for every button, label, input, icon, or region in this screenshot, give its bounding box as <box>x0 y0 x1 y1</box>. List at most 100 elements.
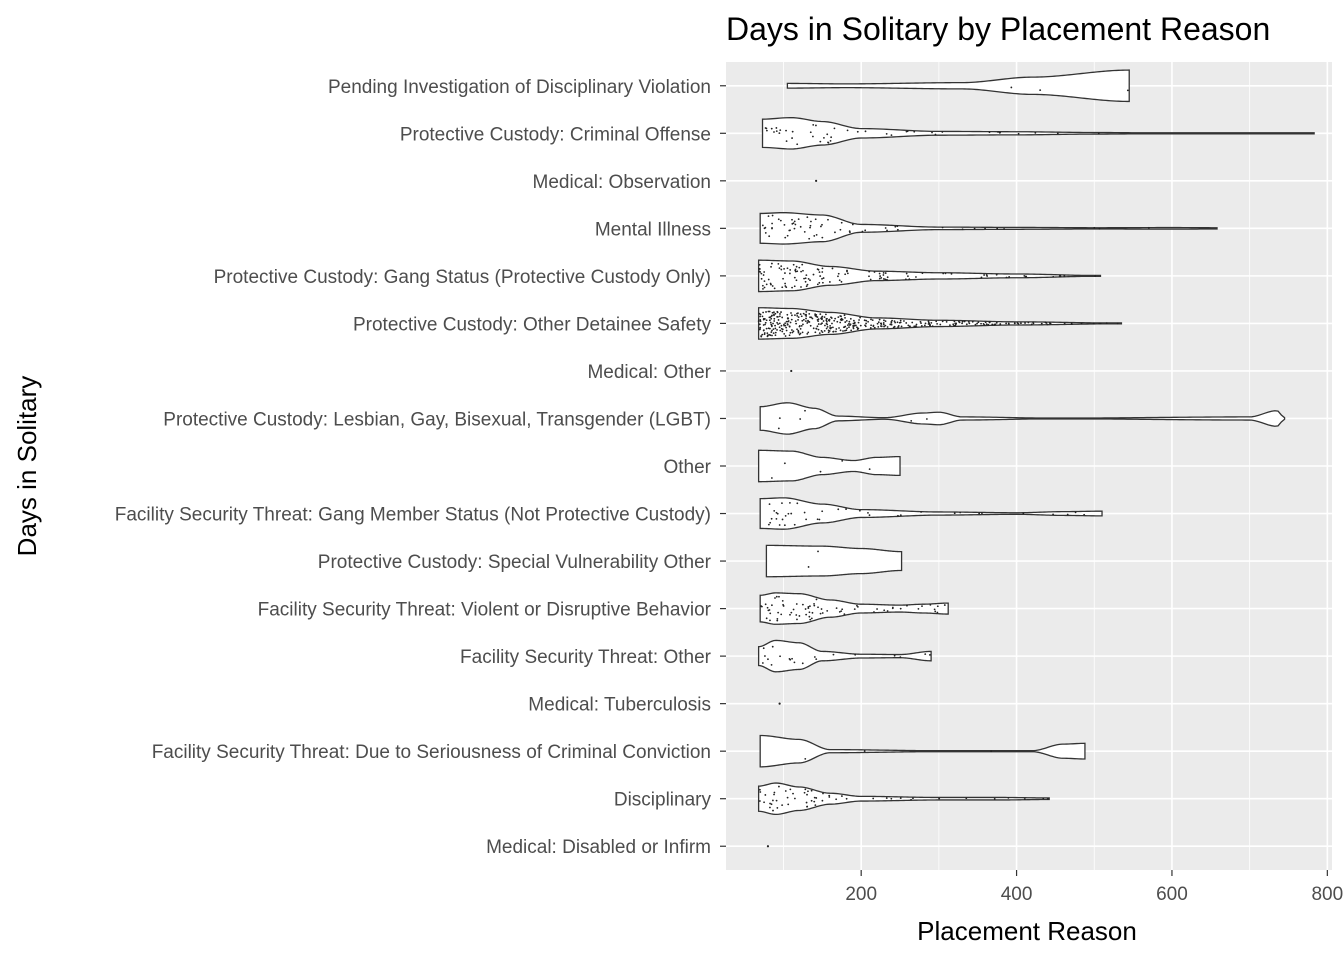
data-point <box>789 788 792 791</box>
data-point <box>809 324 812 327</box>
data-point <box>899 514 902 517</box>
data-point <box>814 314 817 317</box>
data-point <box>878 318 881 321</box>
data-point <box>954 322 957 325</box>
data-point <box>798 615 801 617</box>
data-point <box>910 420 913 422</box>
data-point <box>886 326 889 328</box>
data-point <box>910 798 912 801</box>
data-point <box>809 224 812 227</box>
data-point <box>941 320 944 323</box>
data-point <box>763 332 766 334</box>
data-point <box>867 512 869 514</box>
data-point <box>864 324 866 327</box>
data-point <box>765 319 768 322</box>
data-point <box>845 508 847 511</box>
data-point <box>864 229 867 232</box>
data-point <box>806 283 809 286</box>
data-point <box>820 225 822 228</box>
data-point <box>781 804 784 806</box>
data-point <box>869 278 872 281</box>
data-point <box>909 325 911 328</box>
data-point <box>842 326 845 329</box>
data-point <box>812 273 815 276</box>
y-tick-label: Protective Custody: Gang Status (Protect… <box>214 267 711 288</box>
data-point <box>820 329 823 332</box>
data-point <box>1074 511 1077 514</box>
violin-group <box>757 639 932 673</box>
data-point <box>785 129 787 132</box>
data-point <box>884 320 887 322</box>
violin-shape <box>765 544 903 578</box>
data-point <box>821 317 823 320</box>
data-point <box>870 324 872 327</box>
data-point <box>839 329 842 332</box>
data-point <box>845 797 848 800</box>
data-point <box>842 330 844 332</box>
data-point <box>772 809 774 812</box>
violin-group <box>757 307 1123 340</box>
violin-shape <box>786 69 1130 103</box>
data-point <box>773 287 776 290</box>
data-point <box>1044 321 1047 324</box>
data-point <box>968 322 971 325</box>
data-point <box>807 607 810 610</box>
chart-title: Days in Solitary by Placement Reason <box>726 11 1270 47</box>
data-point <box>914 325 917 328</box>
data-point <box>921 605 923 608</box>
data-point <box>1022 512 1025 515</box>
data-point <box>998 131 1001 134</box>
data-point <box>831 326 834 329</box>
data-point <box>867 320 869 323</box>
data-point <box>817 328 820 331</box>
data-point <box>796 502 799 505</box>
data-point <box>802 323 804 326</box>
x-tick-label: 600 <box>1156 884 1188 905</box>
data-point <box>805 801 808 804</box>
data-point <box>818 281 821 284</box>
data-point <box>899 797 902 800</box>
data-point <box>953 324 955 327</box>
data-point <box>804 320 807 322</box>
data-point <box>770 803 773 806</box>
data-point <box>774 324 776 327</box>
data-point <box>840 221 843 224</box>
data-point <box>920 511 922 513</box>
data-point <box>1005 322 1008 325</box>
data-point <box>785 329 788 332</box>
data-point <box>919 320 922 323</box>
data-point <box>816 518 819 521</box>
data-point <box>759 271 762 273</box>
data-point <box>893 325 896 328</box>
data-point <box>764 232 767 234</box>
data-point <box>789 613 791 616</box>
data-point <box>1016 322 1019 324</box>
data-point <box>810 789 813 792</box>
data-point <box>1003 228 1005 230</box>
data-point <box>843 314 846 317</box>
data-point <box>863 750 866 753</box>
data-point <box>809 605 811 608</box>
data-point <box>885 797 888 799</box>
data-point <box>793 227 796 230</box>
data-point <box>770 331 773 333</box>
data-point <box>1063 322 1066 325</box>
data-point <box>760 335 763 338</box>
data-point <box>775 130 778 133</box>
data-point <box>817 320 820 322</box>
data-point <box>766 845 770 848</box>
data-point <box>927 323 930 325</box>
data-point <box>773 320 776 322</box>
data-point <box>821 277 823 280</box>
data-point <box>784 790 787 792</box>
data-point <box>869 327 872 329</box>
data-point <box>1059 275 1062 278</box>
data-point <box>876 608 878 610</box>
data-point <box>786 267 789 270</box>
data-point <box>758 323 761 326</box>
data-point <box>936 322 939 325</box>
data-point <box>792 792 794 795</box>
data-point <box>988 131 991 134</box>
data-point <box>762 287 764 290</box>
violin-group <box>759 212 1218 245</box>
